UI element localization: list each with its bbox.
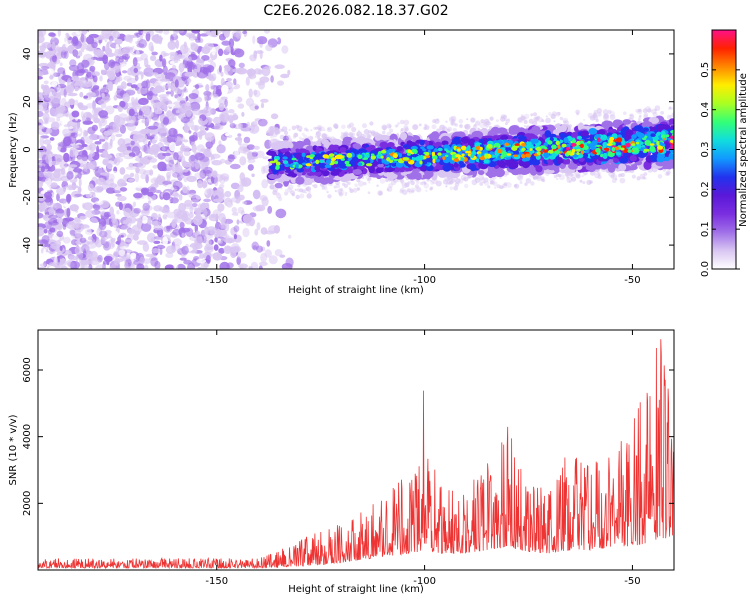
snr-ylabel: SNR (10 * v/v): [8, 414, 19, 485]
colorbar: 0.00.10.20.30.40.5 Normalized spectral a…: [700, 29, 749, 277]
spectrogram-data: [38, 30, 674, 269]
colorbar-axis: 0.00.10.20.30.40.5: [700, 62, 740, 277]
snr-xlabel: Height of straight line (km): [288, 584, 424, 595]
spectrogram-ylabel: Frequency (Hz): [8, 112, 19, 188]
spectrogram-xlabel: Height of straight line (km): [288, 285, 424, 296]
snr-frame: [37, 329, 675, 571]
snr-series-line: [38, 339, 674, 570]
colorbar-label: Normalized spectral amplitude: [738, 73, 749, 227]
figure-title: C2E6.2026.082.18.37.G02: [263, 3, 448, 19]
